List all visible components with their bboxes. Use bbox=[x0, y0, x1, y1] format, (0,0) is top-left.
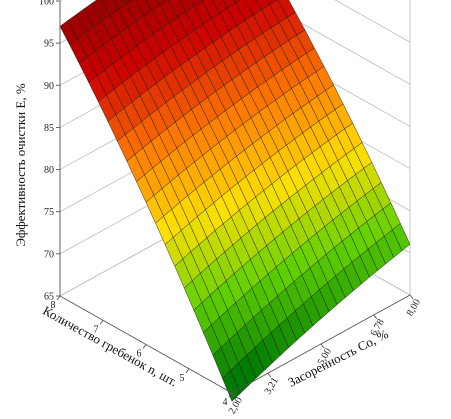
y-tick-mark bbox=[56, 295, 61, 301]
x-tick-mark bbox=[409, 294, 414, 300]
y-axis-label: Количество гребенок n, шт. bbox=[40, 303, 180, 390]
z-tick-label: 75 bbox=[44, 207, 54, 218]
x-tick-label: 3,21 bbox=[263, 376, 281, 397]
y-tick-label: 5 bbox=[180, 373, 185, 384]
z-tick-label: 85 bbox=[44, 123, 54, 134]
x-tick-mark bbox=[373, 314, 378, 320]
z-tick-label: 80 bbox=[44, 165, 54, 176]
z-tick-label: 90 bbox=[44, 81, 54, 92]
x-tick-mark bbox=[267, 372, 272, 378]
z-axis-label: Эффективность очистки Е, % bbox=[13, 83, 28, 247]
z-gridline bbox=[334, 0, 411, 43]
y-tick-mark bbox=[142, 344, 147, 349]
y-tick-mark bbox=[228, 392, 233, 398]
y-tick-label: 6 bbox=[137, 349, 142, 360]
z-tick-label: 100 bbox=[39, 0, 54, 8]
x-tick-mark bbox=[320, 343, 325, 349]
y-tick-label: 8 bbox=[51, 300, 56, 311]
y-tick-label: 4 bbox=[223, 397, 228, 408]
x-tick-label: 2,00 bbox=[227, 395, 245, 416]
y-tick-mark bbox=[185, 368, 190, 374]
x-tick-label: 8,00 bbox=[405, 297, 423, 318]
z-tick-label: 95 bbox=[44, 39, 54, 50]
surface-cell bbox=[392, 223, 411, 252]
y-tick-label: 7 bbox=[94, 324, 99, 335]
surface-mesh bbox=[59, 0, 411, 402]
y-tick-mark bbox=[99, 319, 104, 325]
x-tick-mark bbox=[231, 392, 236, 398]
z-tick-label: 70 bbox=[44, 249, 54, 260]
z-tick-label: 65 bbox=[44, 292, 54, 303]
